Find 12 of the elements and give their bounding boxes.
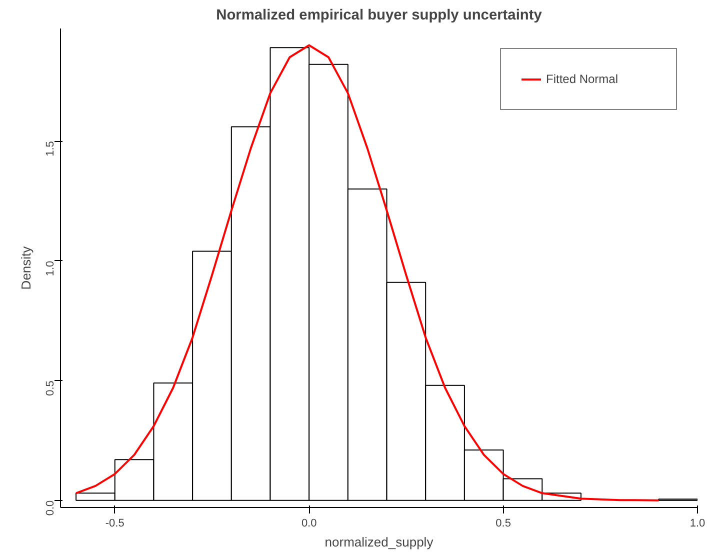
y-tick-label: 1.0 [44,260,56,276]
x-tick-label: -0.5 [105,518,124,530]
x-tick-label: 1.0 [690,518,706,530]
x-tick-label: 0.5 [496,518,511,530]
y-tick-label: 0.0 [44,500,56,516]
y-tick-label: 0.5 [44,380,56,396]
x-axis-title: normalized_supply [324,534,434,550]
y-tick-label: 1.5 [44,141,56,156]
legend-label: Fitted Normal [546,72,620,86]
chart-title: Normalized empirical buyer supply uncertainty [216,8,543,24]
x-tick-label: 0.0 [301,518,317,530]
y-axis-title: Density [18,246,34,290]
